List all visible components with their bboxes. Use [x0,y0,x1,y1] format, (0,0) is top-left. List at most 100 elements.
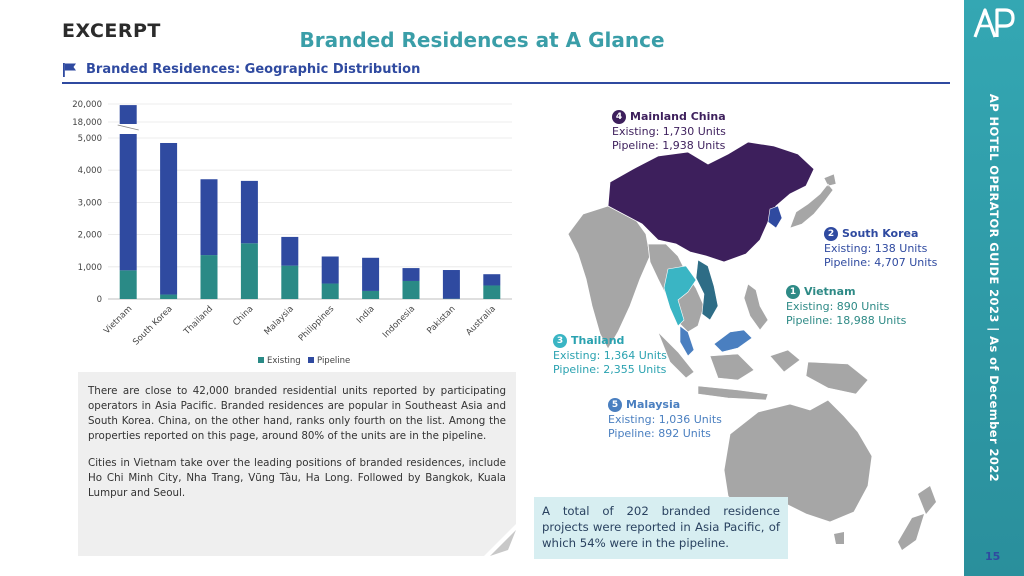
map-south-korea [767,205,783,229]
map-new-zealand [898,486,936,550]
bar-existing [160,294,178,299]
callout-country-name: Vietnam [804,285,856,298]
callout-heading: 2 South Korea [824,227,937,242]
bar-pipeline [442,270,460,299]
y-tick-label: 20,000 [72,100,102,110]
flag-icon [63,63,76,77]
sidebar-band [964,0,1024,576]
bar-pipeline [483,274,501,286]
map-mainland-china [607,141,815,263]
bar-pipeline [362,257,380,291]
bar-pipeline [240,180,258,244]
map-tasmania [834,532,844,544]
callout-country-name: Malaysia [626,398,681,411]
excerpt-label: EXCERPT [62,20,161,42]
callout-heading: 4 Mainland China [612,110,726,125]
map-malaysia-peninsula [679,325,695,357]
rank-badge: 1 [786,285,800,300]
callout-country-name: Thailand [571,334,625,347]
callout-pipeline-units: Pipeline: 1,938 Units [612,139,726,152]
map-south-asia [567,205,651,350]
report-name-vertical: AP HOTEL OPERATOR GUIDE 2023 | As of Dec… [987,93,1001,483]
rank-badge: 4 [612,110,626,125]
x-tick-label: Philippines [297,304,337,344]
page-title: Branded Residences at A Glance [299,28,665,52]
callout-pipeline-units: Pipeline: 892 Units [608,427,711,440]
bar-pipeline [321,256,339,284]
x-tick-label: South Korea [131,304,174,347]
axis-break-gap [117,124,139,134]
callout-mainland-china: 4 Mainland China Existing: 1,730 Units Pipe… [612,110,726,154]
rank-badge: 2 [824,227,838,242]
callout-vietnam: 1 Vietnam Existing: 890 Units Pipeline: 18,… [786,285,906,329]
map-japan [789,173,837,229]
x-tick-label: Indonesia [381,304,417,340]
callout-pipeline-units: Pipeline: 4,707 Units [824,256,938,269]
callout-pipeline-units: Pipeline: 2,355 Units [553,363,667,376]
callout-country-name: Mainland China [630,110,726,123]
callout-heading: 3 Thailand [553,334,667,349]
stacked-bar-chart: 0 1,000 2,000 3,000 4,000 5,000 18,000 20,000 Vi… [72,100,512,366]
callout-malaysia: 5 Malaysia Existing: 1,036 Units Pipeline: … [608,398,722,442]
bar-pipeline [200,179,218,256]
bar-existing [119,270,137,299]
bar-existing [402,280,420,299]
summary-box: A total of 202 branded residence project… [534,497,788,559]
bar-existing [240,243,258,299]
title-divider [62,82,950,84]
y-tick-label: 18,000 [72,118,102,128]
callout-country-name: South Korea [842,227,919,240]
legend-swatch-pipeline [308,357,314,363]
description-paragraph-2: Cities in Vietnam take over the leading … [88,457,506,499]
y-tick-label: 3,000 [78,198,102,208]
rank-badge: 5 [608,398,622,413]
callout-south-korea: 2 South Korea Existing: 138 Units Pipeline:… [824,227,937,271]
callout-heading: 5 Malaysia [608,398,722,413]
y-tick-label: 5,000 [78,134,102,144]
y-tick-label: 2,000 [78,231,102,241]
bar-pipeline [402,268,420,281]
callout-existing-units: Existing: 890 Units [786,299,890,313]
description-box: There are close to 42,000 branded reside… [78,372,516,556]
callout-pipeline-units: Pipeline: 18,988 Units [786,314,907,327]
y-tick-label: 0 [97,295,102,305]
description-paragraph-1: There are close to 42,000 branded reside… [88,385,506,442]
map-malaysia-borneo [713,329,753,353]
bar-pipeline [119,105,137,271]
callout-existing-units: Existing: 1,036 Units [608,412,722,426]
map-philippines [743,283,769,331]
x-tick-label: Australia [464,304,498,338]
bar-existing [483,285,501,299]
x-tick-label: Pakistan [425,304,457,336]
axis-break-mark [117,124,139,131]
callout-existing-units: Existing: 1,364 Units [553,348,667,362]
x-tick-label: India [355,304,377,326]
rank-badge: 3 [553,334,567,349]
bar-pipeline [160,142,178,295]
page-curl-icon [484,524,516,556]
callout-heading: 1 Vietnam [786,285,906,300]
section-title: Branded Residences: Geographic Distribut… [86,62,421,77]
bar-pipeline [281,236,299,266]
x-tick-label: Malaysia [263,304,296,337]
bar-existing [362,290,380,299]
bar-existing [200,255,218,299]
y-tick-label: 4,000 [78,166,102,176]
x-tick-label: Thailand [182,304,216,338]
page-number: 15 [985,550,1001,563]
map-indonesia [657,331,869,401]
legend-label-pipeline: Pipeline [317,356,350,366]
legend-label-existing: Existing [267,356,301,366]
callout-thailand: 3 Thailand Existing: 1,364 Units Pipeline: … [553,334,667,378]
x-tick-label: China [231,304,255,328]
callout-existing-units: Existing: 138 Units [824,241,928,255]
y-tick-label: 1,000 [78,263,102,273]
legend-swatch-existing [258,357,264,363]
map-vietnam [695,259,719,321]
asia-pacific-map [567,141,936,550]
x-tick-label: Vietnam [102,304,134,336]
ap-logo [973,8,1015,38]
map-thailand [663,265,697,327]
bar-existing [321,283,339,299]
callout-existing-units: Existing: 1,730 Units [612,124,726,138]
